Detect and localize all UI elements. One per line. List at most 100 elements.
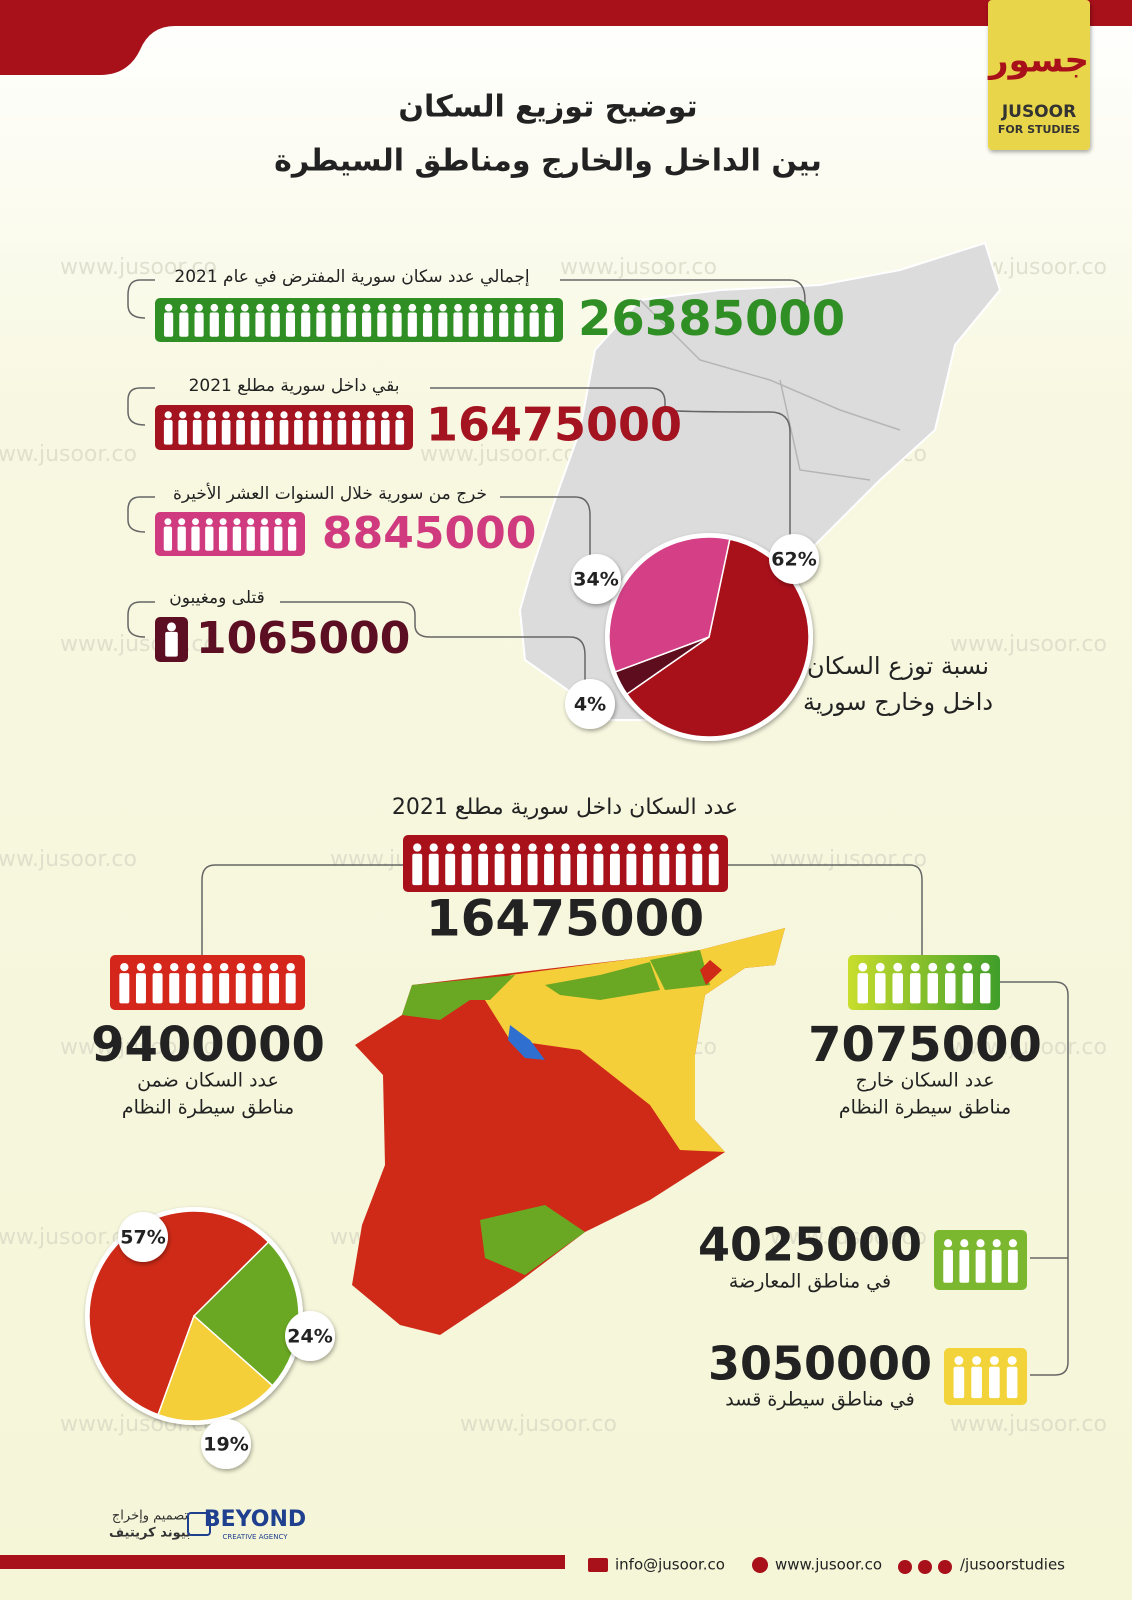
person-body xyxy=(529,312,539,337)
person-body xyxy=(445,853,456,886)
person-head xyxy=(446,843,455,852)
person-head xyxy=(1008,1239,1017,1248)
person-head xyxy=(236,411,245,419)
person-head xyxy=(203,962,212,972)
lake xyxy=(508,1025,545,1060)
icon-bar xyxy=(848,955,1000,1010)
person-head xyxy=(693,843,702,852)
person-head xyxy=(972,1356,982,1365)
person-body xyxy=(527,853,538,886)
pie-slice xyxy=(157,1314,274,1422)
person-head xyxy=(205,518,213,526)
logo-box xyxy=(988,0,1090,150)
person-head xyxy=(265,411,274,419)
person-head xyxy=(317,303,325,312)
pie-label: 34% xyxy=(573,569,618,591)
opposition-value: 4025000 xyxy=(698,1218,922,1272)
person-body xyxy=(560,853,571,886)
person-body xyxy=(975,1249,986,1283)
person-body xyxy=(191,526,200,551)
person-head xyxy=(280,411,288,419)
control-map-opposition-south xyxy=(480,1205,585,1275)
logo-mark: جسور xyxy=(987,41,1089,81)
person-body xyxy=(959,1249,970,1283)
control-map-opposition xyxy=(402,950,710,1020)
person-head xyxy=(528,843,537,852)
pie-label-badge xyxy=(118,1212,168,1262)
person-head xyxy=(170,962,179,972)
person-body xyxy=(352,419,361,445)
logo-tagline: FOR STUDIES xyxy=(998,123,1080,136)
person-head xyxy=(286,962,295,972)
title-line: توضيح توزيع السكان xyxy=(398,90,697,125)
person-head xyxy=(945,962,955,972)
person-head xyxy=(164,303,173,312)
person-head xyxy=(499,303,508,312)
person-head xyxy=(136,962,146,972)
person-body xyxy=(207,419,216,445)
watermark: www.jusoor.co xyxy=(420,442,577,467)
person-body xyxy=(544,853,554,886)
person-body xyxy=(285,312,296,337)
credit-line: تصميم وإخراج xyxy=(112,1509,189,1524)
person-head xyxy=(875,962,885,972)
control-map-regime-pocket xyxy=(700,960,722,985)
person-head xyxy=(153,962,162,972)
person-head xyxy=(381,411,389,419)
person-head xyxy=(178,518,186,526)
pie-label: 62% xyxy=(771,549,816,571)
person-body xyxy=(337,419,347,445)
person-head xyxy=(225,303,234,312)
person-body xyxy=(980,973,991,1004)
watermark: www.jusoor.co xyxy=(60,1035,217,1060)
person-head xyxy=(594,843,603,852)
pie-label-badge xyxy=(285,1311,335,1361)
connectors xyxy=(127,279,1069,1376)
person-head xyxy=(429,843,438,852)
person-body xyxy=(279,419,289,445)
website: www.jusoor.co xyxy=(775,1556,882,1574)
credit-line: بيوند كريتيف xyxy=(109,1526,191,1541)
person-body xyxy=(221,419,231,445)
person-head xyxy=(484,303,493,312)
watermark: www.jusoor.co xyxy=(950,1412,1107,1437)
row-value: 16475000 xyxy=(426,398,682,452)
person-body xyxy=(428,853,439,886)
pie-label-badge xyxy=(571,554,621,604)
pie-slice xyxy=(192,1240,300,1387)
person-body xyxy=(178,419,188,445)
person-body xyxy=(255,312,265,337)
agency-name: BEYOND xyxy=(204,1507,306,1532)
person-head xyxy=(910,962,920,972)
person-head xyxy=(643,843,652,852)
person-body xyxy=(270,312,280,337)
person-head xyxy=(462,843,471,852)
person-head xyxy=(963,962,973,972)
person-head xyxy=(120,962,129,972)
person-body xyxy=(642,853,653,886)
outside-value: 7075000 xyxy=(808,1017,1042,1073)
agency-icon xyxy=(187,1512,211,1536)
person-body xyxy=(991,1249,1002,1283)
watermark: www.jusoor.co xyxy=(560,255,717,280)
pie-title: داخل وخارج سورية xyxy=(803,688,993,716)
person-head xyxy=(660,843,669,852)
person-body xyxy=(483,312,494,337)
person-head xyxy=(236,962,245,972)
regime-label: مناطق سيطرة النظام xyxy=(122,1097,294,1119)
person-head xyxy=(219,962,229,972)
person-head xyxy=(1007,1356,1017,1365)
person-head xyxy=(233,518,241,526)
person-body xyxy=(274,526,283,551)
person-head xyxy=(479,843,488,852)
row-label: بقي داخل سورية مطلع 2021 xyxy=(189,376,400,396)
person-head xyxy=(577,843,587,852)
person-body xyxy=(165,631,178,657)
watermark: www.jusoor.co xyxy=(770,847,927,872)
person-body xyxy=(407,312,417,337)
person-head xyxy=(261,518,268,526)
person-body xyxy=(438,312,448,337)
person-body xyxy=(250,419,260,445)
pie-label-badge xyxy=(201,1419,251,1469)
person-body xyxy=(453,312,463,337)
